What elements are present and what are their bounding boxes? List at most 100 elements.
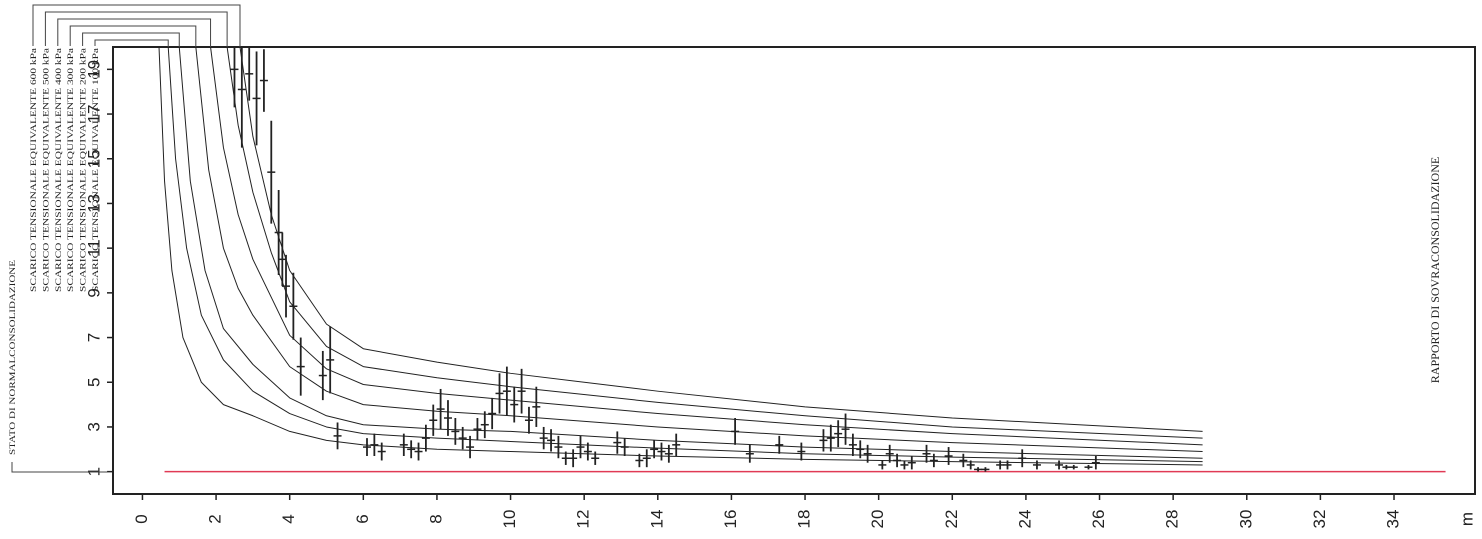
legend-connector: [69, 25, 197, 47]
data-point: [591, 451, 600, 465]
data-point: [878, 460, 887, 470]
data-point: [436, 388, 445, 430]
legend-label: SCARICO TENSIONALE EQUIVALENTE 200 kPa: [79, 47, 88, 292]
data-point: [377, 442, 386, 461]
data-point: [554, 435, 563, 459]
data-point: [635, 453, 644, 468]
x-tick-label: 12: [574, 510, 593, 529]
data-point: [259, 49, 268, 112]
x-tick-label: 16: [721, 510, 740, 529]
x-tick-label: 32: [1310, 510, 1329, 529]
y-tick-label: 15: [84, 149, 103, 168]
y-tick-label: 7: [84, 333, 103, 342]
data-point: [480, 411, 489, 439]
data-point: [429, 404, 438, 436]
curve: [195, 47, 1203, 453]
x-tick-label: 20: [868, 510, 887, 529]
data-point: [893, 453, 902, 468]
data-point: [362, 438, 371, 457]
x-tick-label: 28: [1163, 510, 1182, 529]
data-point: [282, 254, 291, 318]
data-point: [458, 426, 467, 450]
data-point: [407, 440, 416, 459]
legend-label: SCARICO TENSIONALE EQUIVALENTE 500 kPa: [41, 47, 50, 292]
data-point: [326, 326, 335, 394]
y-tick-label: 19: [84, 60, 103, 79]
data-point: [451, 418, 460, 445]
legend-connector: [11, 462, 108, 473]
data-point: [1003, 460, 1012, 470]
data-point: [672, 433, 681, 457]
data-point: [1032, 460, 1041, 470]
data-point: [929, 453, 938, 468]
data-point: [318, 350, 327, 401]
data-point: [1018, 449, 1027, 468]
data-point: [532, 386, 541, 427]
data-point: [981, 467, 990, 472]
data-point: [230, 47, 239, 108]
data-point: [613, 431, 622, 454]
data-point: [856, 440, 865, 459]
x-axis-label: m: [1457, 512, 1476, 526]
data-point: [333, 422, 342, 450]
y-tick-label: 9: [84, 288, 103, 297]
data-point: [834, 420, 843, 448]
curve: [167, 47, 1203, 463]
x-tick-label: 34: [1384, 510, 1403, 529]
data-point: [1084, 464, 1093, 470]
data-point: [414, 442, 423, 461]
data-point: [289, 272, 298, 340]
x-tick-label: 24: [1015, 510, 1034, 529]
legend-label: SCARICO TENSIONALE EQUIVALENTE 300 kPa: [66, 47, 75, 292]
data-point: [1055, 460, 1064, 470]
data-point: [907, 456, 916, 470]
data-point: [370, 433, 379, 457]
data-point: [826, 424, 835, 452]
y-tick-label: 11: [84, 239, 103, 257]
x-tick-label: 0: [132, 514, 151, 523]
data-point: [473, 418, 482, 441]
data-point: [466, 435, 475, 459]
curve: [226, 47, 1203, 439]
data-point: [642, 449, 651, 468]
data-point: [561, 451, 570, 465]
data-point: [576, 435, 585, 459]
data-point: [819, 429, 828, 452]
data-point: [421, 424, 430, 452]
plot-frame: [112, 46, 1476, 495]
data-point: [274, 190, 283, 275]
chart-title: RAPPORTO DI SOVRACONSOLIDAZIONE: [1428, 157, 1442, 383]
data-point: [488, 397, 497, 430]
legend-connector: [82, 32, 180, 47]
data-point: [252, 51, 261, 146]
data-point: [745, 444, 754, 463]
x-tick-label: 18: [795, 510, 814, 529]
data-point: [900, 460, 909, 470]
curve: [178, 47, 1203, 459]
curve: [210, 47, 1203, 446]
y-tick-label: 5: [84, 378, 103, 387]
legend-label: SCARICO TENSIONALE EQUIVALENTE 100 kPa: [91, 47, 100, 292]
x-tick-label: 4: [279, 514, 298, 523]
data-point: [583, 442, 592, 461]
legend-label: SCARICO TENSIONALE EQUIVALENTE 600 kPa: [29, 47, 38, 292]
data-point: [1091, 456, 1100, 470]
data-point: [966, 460, 975, 470]
data-point: [502, 366, 511, 416]
x-tick-label: 10: [500, 510, 519, 529]
data-point: [797, 442, 806, 461]
data-point: [510, 386, 519, 423]
data-point: [959, 453, 968, 468]
data-point: [848, 433, 857, 457]
legend-label: SCARICO TENSIONALE EQUIVALENTE 400 kPa: [54, 47, 63, 292]
x-tick-label: 22: [942, 510, 961, 529]
data-points: [230, 47, 1100, 472]
x-tick-label: 14: [647, 510, 666, 529]
data-point: [841, 413, 850, 445]
data-point: [495, 373, 504, 414]
data-point: [245, 47, 254, 101]
x-tick-label: 26: [1089, 510, 1108, 529]
data-point: [731, 418, 740, 445]
data-point: [996, 460, 1005, 470]
legend-connector: [32, 4, 241, 47]
